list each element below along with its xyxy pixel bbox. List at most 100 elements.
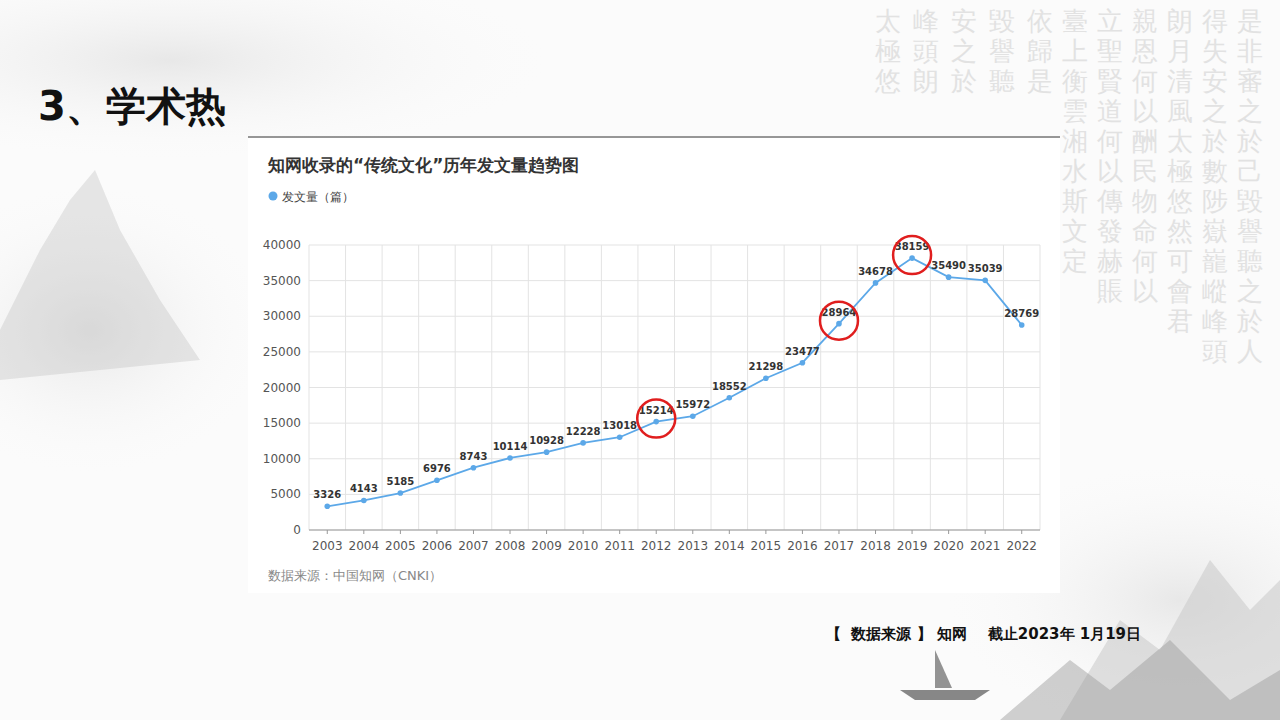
calligraphy-char: 毀	[989, 6, 1015, 36]
y-tick-label: 40000	[263, 238, 301, 252]
x-tick-label: 2013	[678, 539, 709, 553]
calligraphy-char: 歸	[1027, 36, 1053, 66]
y-gridline	[309, 530, 1040, 531]
x-tick	[875, 530, 876, 534]
calligraphy-char: 聽	[1237, 246, 1263, 276]
calligraphy-char: 物	[1132, 186, 1158, 216]
ink-wash	[0, 170, 290, 490]
point	[653, 419, 659, 425]
calligraphy-char: 太	[1167, 126, 1193, 156]
x-gridline	[345, 245, 346, 530]
point	[471, 465, 477, 471]
x-tick-label: 2007	[458, 539, 489, 553]
x-tick	[692, 530, 693, 534]
point	[544, 449, 550, 455]
boat-sail	[935, 650, 952, 688]
y-tick-label: 20000	[263, 381, 301, 395]
x-tick	[1021, 530, 1022, 534]
calligraphy-char: 非	[1237, 36, 1263, 66]
point	[909, 255, 915, 261]
mountain	[0, 170, 200, 380]
calligraphy-char: 命	[1132, 216, 1158, 246]
calligraphy-char: 頭	[1202, 336, 1228, 366]
calligraphy-char: 恩	[1131, 36, 1158, 66]
calligraphy-char: 清	[1167, 66, 1193, 96]
calligraphy-char: 安	[1202, 66, 1228, 96]
chart-title: 知网收录的“传统文化”历年发文量趋势图	[267, 155, 579, 175]
x-gridline	[637, 245, 638, 530]
x-gridline	[528, 245, 529, 530]
point	[1019, 322, 1025, 328]
y-tick-label: 30000	[263, 309, 301, 323]
calligraphy-char: 親	[1132, 6, 1158, 36]
calligraphy-char: 風	[1167, 96, 1193, 126]
data-label: 6976	[423, 463, 451, 474]
calligraphy-char: 之	[1202, 96, 1228, 126]
point	[580, 440, 586, 446]
data-label: 18552	[712, 381, 747, 392]
calligraphy-char: 人	[1237, 336, 1263, 366]
x-gridline	[382, 245, 383, 530]
calligraphy-char: 是	[1237, 6, 1263, 36]
x-gridline	[309, 245, 310, 530]
x-gridline	[601, 245, 602, 530]
calligraphy-char: 毀	[1237, 186, 1263, 216]
calligraphy-char: 安	[951, 6, 977, 36]
x-tick	[656, 530, 657, 534]
point	[324, 504, 330, 510]
point	[398, 490, 404, 496]
calligraphy-char: 然	[1167, 216, 1193, 246]
x-gridline	[784, 245, 785, 530]
calligraphy-char: 陟	[1202, 186, 1228, 216]
x-tick	[473, 530, 474, 534]
calligraphy-char: 嵷	[1202, 276, 1228, 306]
x-tick-label: 2009	[531, 539, 562, 553]
data-label: 15972	[675, 399, 710, 410]
mountain	[1000, 640, 1280, 720]
calligraphy-char: 會	[1167, 276, 1193, 306]
point	[617, 434, 623, 440]
calligraphy-char: 上	[1062, 36, 1088, 66]
calligraphy-char: 朗	[913, 66, 939, 96]
x-tick	[327, 530, 328, 534]
slide: 是非審之於己毀譽聽之於人得失安之於數陟嶽巃嵷峰頭朗月清風太極悠然可會君親恩何以酬…	[0, 0, 1280, 720]
x-tick	[765, 530, 766, 534]
data-label: 12228	[566, 426, 601, 437]
calligraphy-char: 傳	[1096, 186, 1123, 216]
stage: 是非審之於己毀譽聽之於人得失安之於數陟嶽巃嵷峰頭朗月清風太極悠然可會君親恩何以酬…	[0, 0, 1280, 720]
x-tick	[802, 530, 803, 534]
calligraphy-char: 湘	[1062, 126, 1088, 156]
data-label: 3326	[313, 489, 341, 500]
x-tick-label: 2018	[860, 539, 891, 553]
background-calligraphy: 依歸是	[1027, 6, 1053, 96]
point	[361, 498, 367, 504]
data-label: 21298	[748, 361, 783, 372]
series-line	[327, 258, 1021, 506]
y-tick-label: 0	[293, 523, 301, 537]
y-tick-label: 15000	[263, 416, 301, 430]
calligraphy-char: 衡	[1062, 66, 1088, 96]
calligraphy-char: 道	[1097, 96, 1123, 126]
legend-label: 发文量（篇）	[282, 190, 354, 204]
x-gridline	[893, 245, 894, 530]
data-label: 35039	[968, 263, 1003, 274]
calligraphy-char: 失	[1202, 36, 1228, 66]
x-tick-label: 2006	[422, 539, 453, 553]
heading-rule	[248, 137, 1060, 138]
point	[873, 280, 879, 286]
calligraphy-char: 譽	[989, 36, 1015, 66]
x-tick	[729, 530, 730, 534]
calligraphy-char: 是	[1027, 66, 1053, 96]
x-tick	[912, 530, 913, 534]
x-tick-label: 2005	[385, 539, 416, 553]
y-tick-label: 35000	[263, 274, 301, 288]
point	[982, 278, 988, 284]
background-calligraphy: 得失安之於數陟嶽巃嵷峰頭	[1202, 6, 1228, 366]
x-tick-label: 2016	[787, 539, 818, 553]
point	[507, 455, 513, 461]
background-calligraphy: 毀譽聽	[989, 6, 1015, 96]
x-tick-label: 2010	[568, 539, 599, 553]
calligraphy-char: 雲	[1062, 96, 1088, 126]
calligraphy-char: 於	[1237, 126, 1263, 156]
x-tick	[948, 530, 949, 534]
